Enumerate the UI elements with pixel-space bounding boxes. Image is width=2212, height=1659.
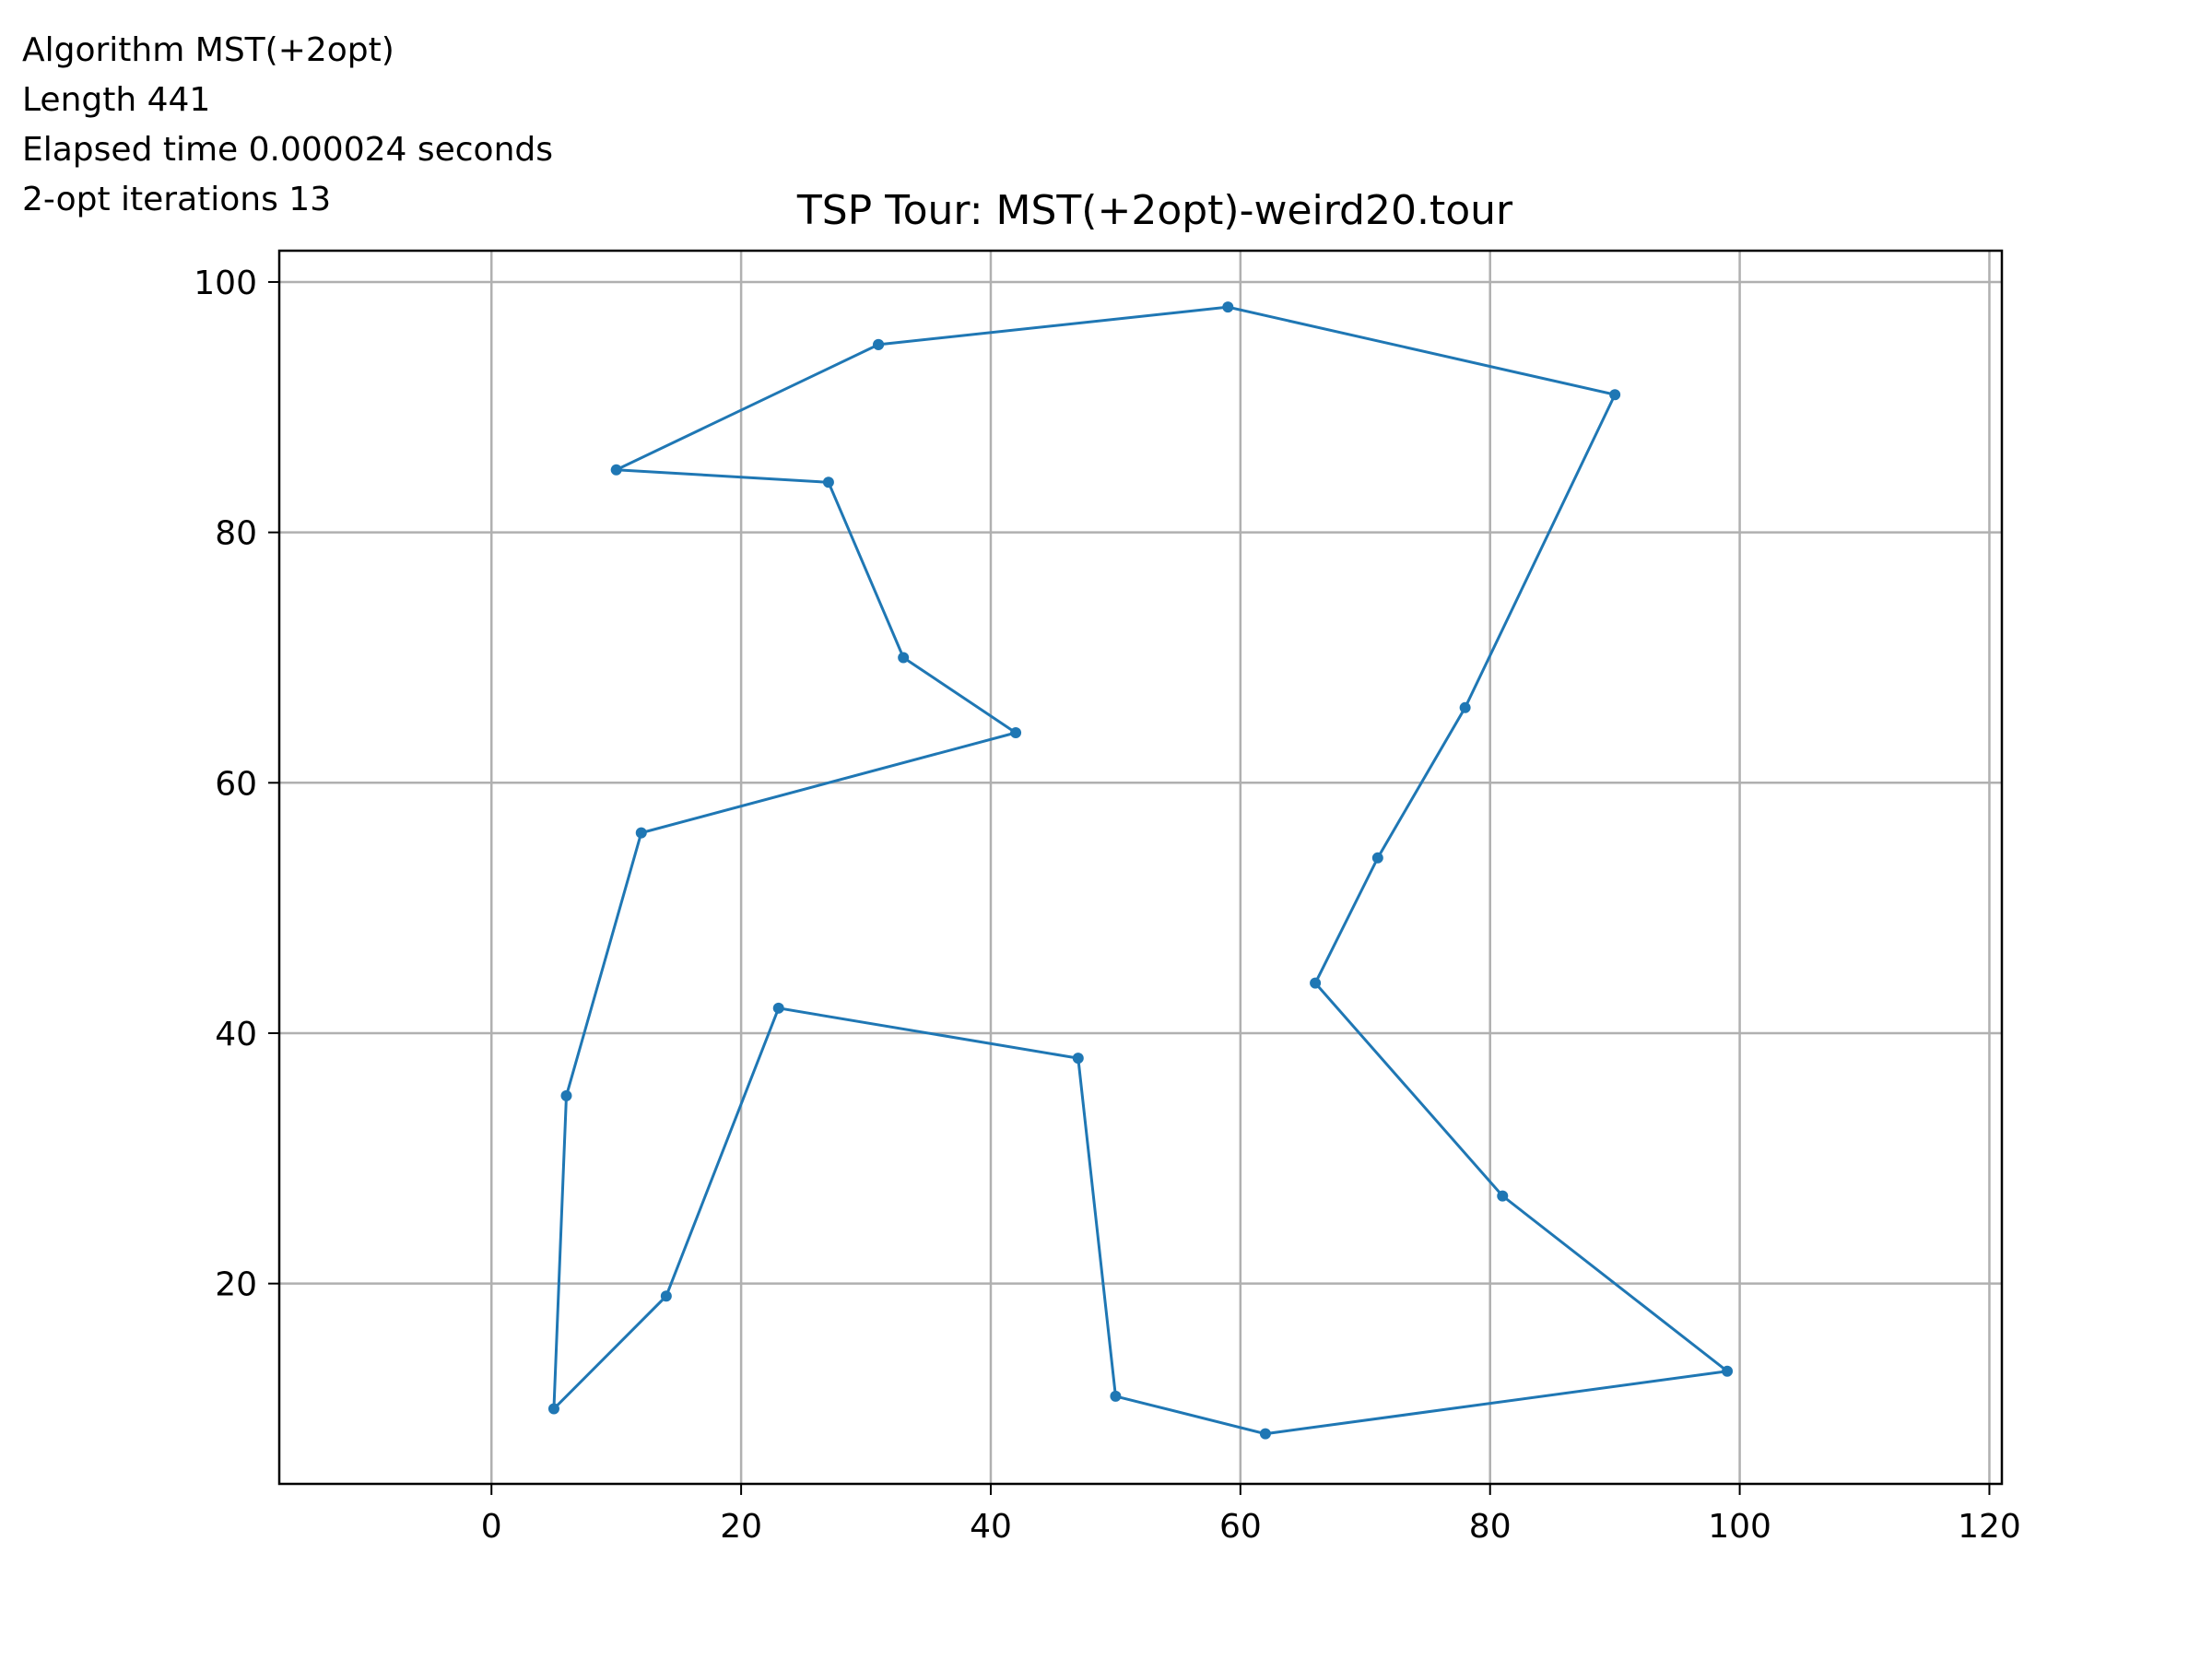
tour-line [552, 305, 1731, 1436]
y-tick-label: 80 [215, 515, 257, 553]
grid [279, 251, 2002, 1484]
tour-point [1497, 1190, 1509, 1202]
run-info: Algorithm MST(+2opt) Length 441 Elapsed … [22, 26, 553, 225]
tour-point [1072, 1053, 1084, 1065]
tour-point [1371, 852, 1383, 864]
tour-point [1010, 726, 1022, 738]
y-tick-label: 40 [215, 1016, 257, 1053]
tour-point [1722, 1365, 1734, 1377]
tour-point [1222, 301, 1234, 313]
tour-point [660, 1290, 672, 1302]
tour-point [1310, 977, 1322, 989]
tour-point [547, 1403, 559, 1415]
tour-point [873, 338, 885, 350]
y-tick-label: 60 [215, 765, 257, 803]
chart-title: TSP Tour: MST(+2opt)-weird20.tour [796, 187, 1513, 234]
tour-point [560, 1089, 572, 1101]
x-tick-label: 80 [1469, 1508, 1512, 1546]
tour-point [1459, 701, 1471, 713]
axis-ticks: 0 20 40 60 80 100 120 20 40 60 80 100 [194, 265, 2021, 1546]
tour-point [772, 1002, 784, 1014]
tour-point [1110, 1390, 1122, 1402]
tour-point [898, 652, 910, 664]
x-tick-label: 0 [481, 1508, 502, 1546]
plot-frame [277, 249, 2004, 1486]
tour-point [1259, 1428, 1271, 1440]
x-tick-label: 100 [1708, 1508, 1771, 1546]
x-tick-label: 120 [1958, 1508, 2021, 1546]
x-tick-label: 20 [720, 1508, 762, 1546]
tour-point [822, 477, 834, 488]
elapsed-time-label: Elapsed time 0.000024 seconds [22, 131, 553, 169]
tour-point [610, 464, 622, 476]
x-tick-label: 40 [970, 1508, 1012, 1546]
tour-point [1609, 389, 1621, 401]
x-tick-label: 60 [1219, 1508, 1262, 1546]
y-tick-label: 100 [194, 265, 257, 302]
algorithm-label: Algorithm MST(+2opt) [22, 31, 394, 69]
iterations-label: 2-opt iterations 13 [22, 181, 332, 218]
tour-point [635, 827, 647, 839]
y-tick-label: 20 [215, 1266, 257, 1304]
length-label: Length 441 [22, 81, 211, 119]
tour-points [547, 301, 1734, 1440]
